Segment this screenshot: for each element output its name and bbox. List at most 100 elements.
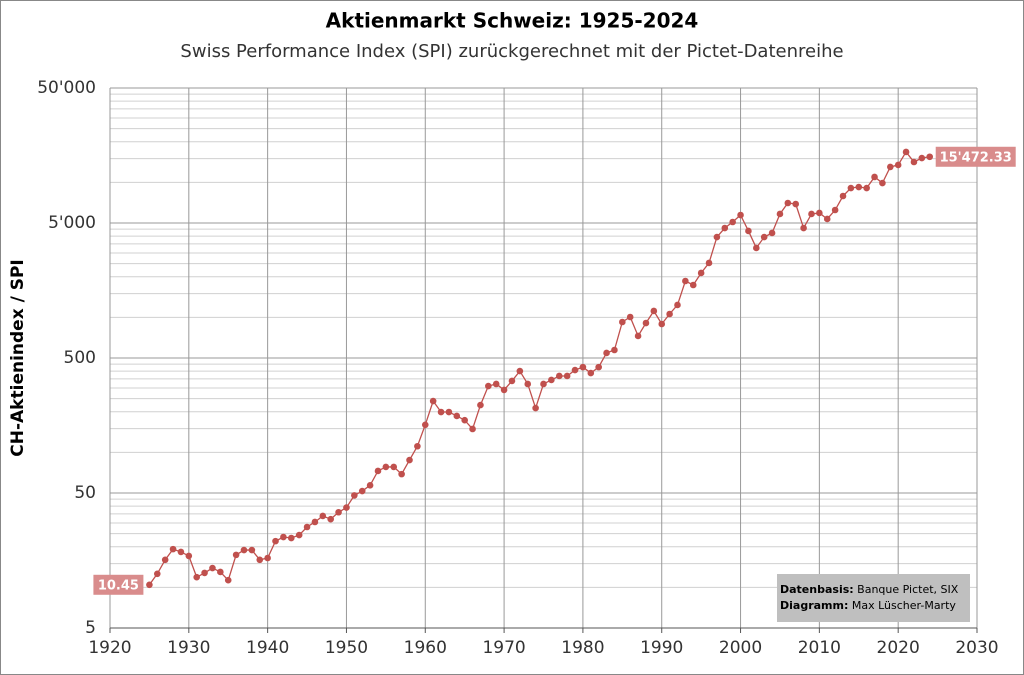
data-point	[240, 546, 248, 554]
y-tick-label: 50'000	[37, 78, 96, 98]
data-point	[926, 153, 934, 161]
data-point	[918, 154, 926, 162]
data-point	[224, 576, 232, 584]
data-point	[209, 564, 216, 572]
data-point	[374, 467, 382, 475]
data-point	[248, 546, 256, 554]
x-tick-label: 1950	[325, 638, 368, 658]
y-axis-label: CH-Aktienindex / SPI	[8, 259, 28, 456]
x-tick-label: 1960	[404, 638, 447, 658]
data-point	[760, 233, 768, 241]
data-point	[429, 397, 437, 405]
data-point	[398, 470, 405, 478]
data-point	[823, 215, 831, 223]
data-point	[863, 184, 870, 192]
x-tick-label: 1920	[88, 638, 131, 658]
data-point	[327, 515, 334, 523]
data-point	[485, 382, 492, 390]
start-label: 10.45	[98, 578, 139, 593]
source-line: Diagramm: Max Lüscher-Marty	[780, 599, 956, 612]
data-point	[626, 313, 634, 321]
data-point	[603, 349, 610, 357]
data-point	[808, 210, 815, 218]
data-point	[516, 367, 524, 375]
data-point	[540, 380, 547, 388]
data-point	[146, 581, 153, 589]
x-tick-label: 1970	[482, 638, 525, 658]
data-point	[595, 363, 602, 371]
data-point	[445, 408, 453, 416]
data-point	[776, 210, 784, 218]
data-point	[366, 482, 374, 489]
data-point	[185, 552, 193, 560]
data-point	[587, 369, 595, 377]
data-point	[343, 504, 350, 511]
data-point	[902, 148, 910, 156]
data-point	[800, 224, 807, 232]
data-point	[658, 320, 666, 328]
data-point	[579, 363, 587, 371]
x-tick-label: 1940	[246, 638, 289, 658]
y-tick-label: 5'000	[48, 213, 96, 233]
data-point	[264, 554, 271, 562]
start-label-box	[93, 574, 144, 595]
data-point	[508, 377, 516, 385]
end-label: 15'472.33	[940, 150, 1012, 165]
data-point	[650, 307, 658, 315]
data-point	[745, 227, 752, 235]
data-point	[784, 199, 792, 207]
data-point	[358, 487, 366, 495]
data-point	[816, 209, 823, 217]
y-tick-label: 50	[74, 483, 96, 503]
data-point	[879, 179, 886, 187]
data-point	[571, 366, 579, 374]
y-tick-label: 500	[64, 348, 96, 368]
data-point	[414, 442, 421, 450]
data-point	[737, 211, 744, 219]
source-box	[777, 574, 970, 622]
data-point	[611, 346, 618, 354]
data-point	[555, 372, 563, 380]
data-point	[847, 184, 855, 192]
data-point	[642, 319, 650, 327]
data-point	[871, 173, 878, 181]
data-point	[729, 218, 736, 226]
x-tick-label: 1990	[640, 638, 683, 658]
y-tick-label: 5	[85, 618, 96, 638]
data-point	[453, 412, 461, 420]
data-point	[666, 310, 673, 318]
data-point	[910, 158, 918, 166]
data-point	[721, 224, 729, 232]
data-point	[256, 556, 264, 564]
data-point	[500, 386, 508, 394]
data-point	[532, 404, 539, 412]
data-point	[619, 318, 626, 326]
data-point	[406, 456, 413, 464]
data-point	[421, 421, 429, 429]
data-point	[674, 301, 681, 309]
data-point	[839, 192, 847, 200]
data-point	[319, 512, 327, 520]
x-tick-label: 2030	[955, 638, 998, 658]
end-label-box	[935, 146, 1016, 167]
data-point	[792, 200, 800, 208]
data-point	[548, 376, 555, 384]
data-point	[469, 425, 476, 433]
data-point	[461, 416, 468, 424]
data-point	[287, 534, 295, 542]
x-tick-label: 2020	[877, 638, 920, 658]
data-point	[682, 277, 689, 285]
data-point	[887, 163, 894, 171]
data-line	[148, 150, 930, 586]
data-point	[272, 537, 279, 545]
x-tick-label: 1980	[561, 638, 604, 658]
x-tick-label: 2010	[798, 638, 841, 658]
data-point	[768, 229, 776, 237]
data-point	[295, 531, 303, 539]
data-point	[831, 206, 839, 214]
data-point	[390, 463, 398, 471]
data-point	[201, 569, 208, 577]
data-point	[697, 269, 705, 277]
data-point	[563, 372, 571, 380]
